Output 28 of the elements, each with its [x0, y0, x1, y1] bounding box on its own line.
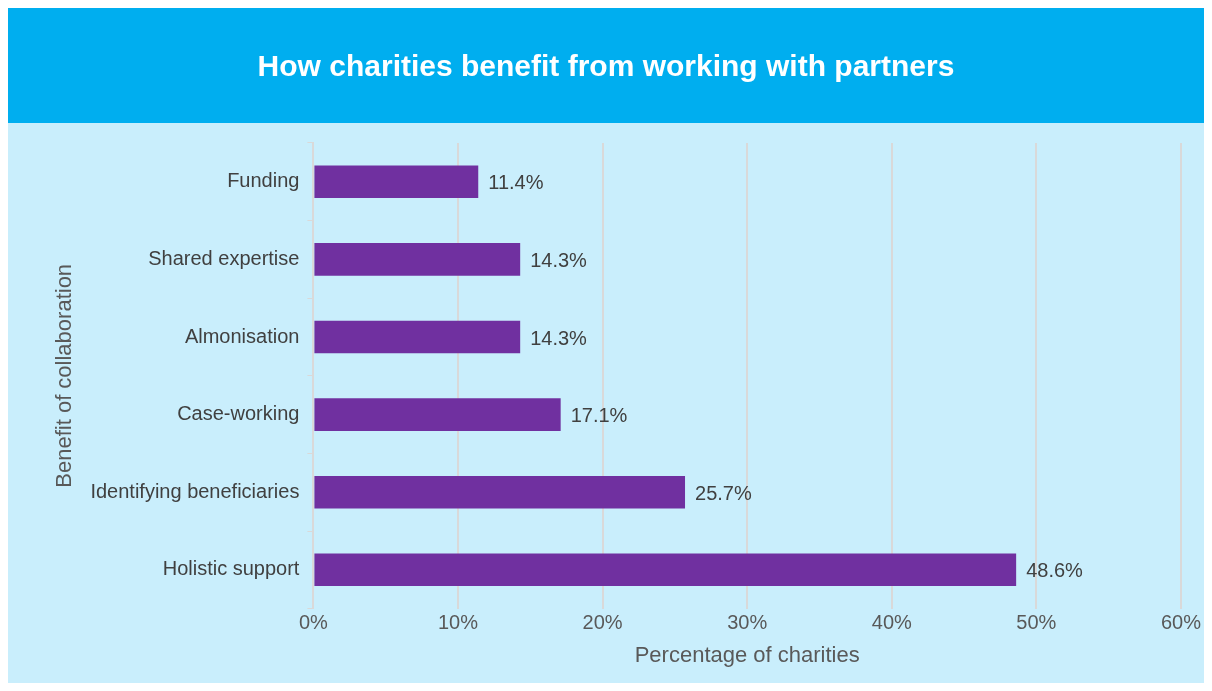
data-label: 14.3%	[530, 248, 588, 271]
y-tick-label: Shared expertise	[148, 246, 300, 269]
x-tick-label: 0%	[298, 611, 329, 634]
x-tick-label: 60%	[1160, 611, 1202, 634]
y-tick-label: Case-working	[177, 402, 300, 425]
data-label: 14.3%	[530, 326, 588, 349]
data-label: 11.4%	[488, 171, 544, 194]
bar	[314, 320, 521, 354]
bar	[314, 243, 521, 276]
data-label: 17.1%	[570, 404, 628, 427]
data-label: 48.6%	[1026, 559, 1084, 582]
bar	[314, 475, 686, 509]
bar	[314, 398, 561, 431]
x-tick-label: 20%	[582, 611, 623, 634]
x-tick-label: 50%	[1016, 611, 1057, 634]
x-tick-label: 10%	[437, 611, 479, 634]
x-axis-title: Percentage of charities	[634, 641, 860, 667]
y-tick-label: Identifying beneficiaries	[90, 479, 300, 502]
bar	[314, 553, 1017, 587]
data-label: 25.7%	[695, 481, 752, 504]
y-tick-label: Almonisation	[184, 324, 300, 347]
chart-title: How charities benefit from working with partners	[8, 8, 1204, 123]
y-axis-title: Benefit of collaboration	[51, 263, 77, 488]
y-tick-label: Funding	[227, 169, 300, 192]
y-tick-label: Holistic support	[162, 557, 300, 580]
x-tick-label: 30%	[727, 611, 768, 634]
bar	[314, 165, 479, 199]
x-tick-label: 40%	[871, 611, 913, 634]
